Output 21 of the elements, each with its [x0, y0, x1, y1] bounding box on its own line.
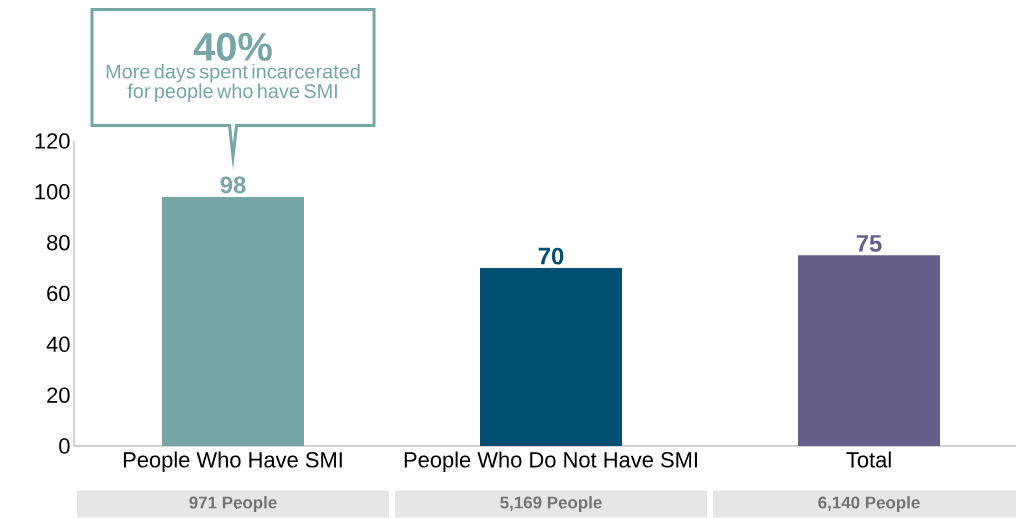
- y-tick-label: 120: [35, 133, 70, 149]
- data-label: 70: [538, 247, 564, 265]
- data-label: 98: [220, 176, 246, 194]
- y-tick-label: 0: [59, 438, 70, 454]
- text: 971 People: [189, 496, 277, 512]
- y-tick-label: 100: [35, 184, 70, 200]
- x-tick-label: People Who Have SMI: [123, 451, 342, 472]
- x-tick-label: People Who Do Not Have SMI: [404, 451, 697, 472]
- y-tick-label: 80: [47, 234, 70, 251]
- y-tick-label: 40: [46, 336, 70, 353]
- y-tick-label: 60: [47, 285, 70, 302]
- text: More days spent incarcerated for people who have SMI: [106, 63, 360, 103]
- y-tick-label: 20: [47, 387, 70, 403]
- data-label: 75: [856, 235, 882, 252]
- bar: [798, 255, 941, 446]
- text: 6,140 People: [818, 496, 920, 512]
- text: 40%: [193, 32, 272, 61]
- bar: [480, 268, 623, 446]
- text: 5,169 People: [500, 496, 602, 512]
- x-tick-label: Total: [846, 451, 891, 468]
- bar: [162, 196, 305, 446]
